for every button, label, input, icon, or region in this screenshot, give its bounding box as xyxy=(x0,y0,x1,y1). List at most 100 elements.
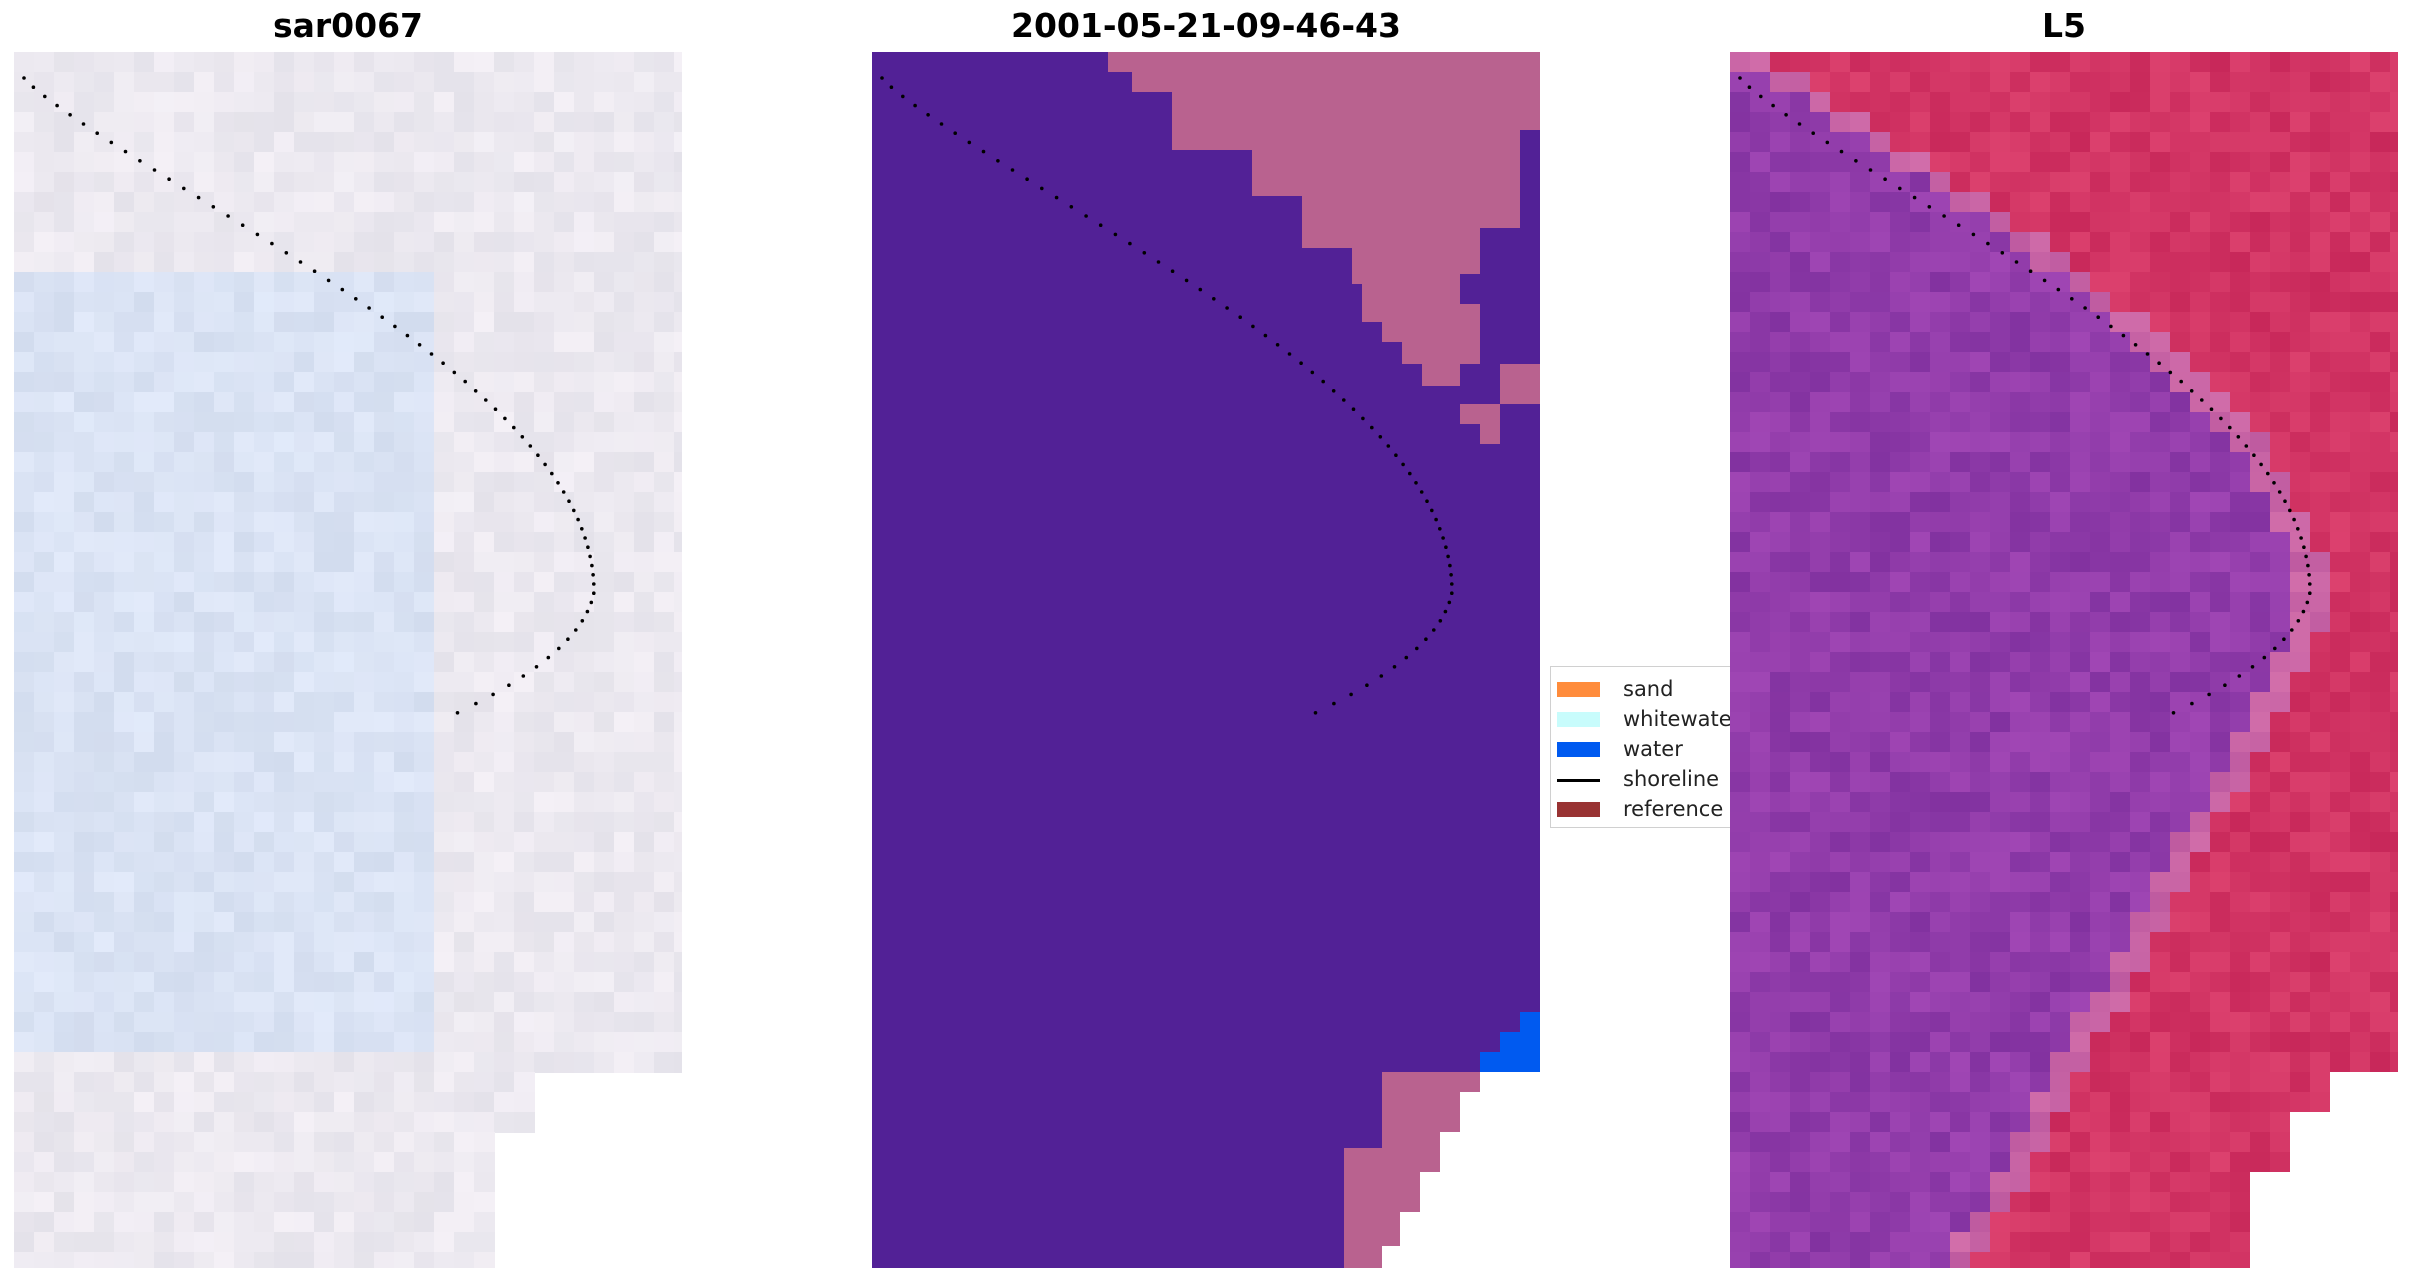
rgb-pixel xyxy=(634,532,655,553)
shoreline-dot xyxy=(1263,333,1268,338)
index-pixel xyxy=(2290,172,2311,193)
index-pixel xyxy=(2330,672,2351,693)
index-pixel xyxy=(2230,252,2251,273)
index-pixel xyxy=(1850,152,1871,173)
index-pixel xyxy=(2270,912,2291,933)
rgb-pixel xyxy=(54,432,75,453)
index-pixel xyxy=(2090,592,2111,613)
rgb-pixel xyxy=(94,792,115,813)
rgb-pixel xyxy=(294,1072,315,1093)
rgb-pixel xyxy=(414,332,435,353)
index-pixel xyxy=(2390,452,2398,473)
rgb-pixel xyxy=(614,92,635,113)
index-pixel xyxy=(2030,412,2051,433)
rgb-pixel xyxy=(374,952,395,973)
index-pixel xyxy=(1750,432,1771,453)
rgb-pixel xyxy=(394,552,415,573)
index-pixel xyxy=(1770,432,1791,453)
index-pixel xyxy=(1990,232,2011,253)
rgb-pixel xyxy=(614,972,635,993)
index-pixel xyxy=(2170,192,2191,213)
rgb-pixel xyxy=(614,1052,635,1073)
index-pixel xyxy=(2050,252,2071,273)
rgb-pixel xyxy=(414,152,435,173)
rgb-pixel xyxy=(254,492,275,513)
index-pixel xyxy=(1810,752,1831,773)
index-pixel xyxy=(1810,232,1831,253)
rgb-pixel xyxy=(254,572,275,593)
rgb-pixel xyxy=(454,332,475,353)
index-pixel xyxy=(2310,732,2331,753)
rgb-pixel xyxy=(114,892,135,913)
rgb-pixel xyxy=(54,872,75,893)
index-pixel xyxy=(1850,592,1871,613)
rgb-pixel xyxy=(214,392,235,413)
rgb-pixel xyxy=(494,352,515,373)
index-pixel xyxy=(2110,1232,2131,1253)
index-pixel xyxy=(2010,412,2031,433)
rgb-pixel xyxy=(414,112,435,133)
index-pixel xyxy=(1750,1032,1771,1053)
rgb-pixel xyxy=(414,752,435,773)
panel-classified-image[interactable] xyxy=(872,52,1540,1268)
index-pixel xyxy=(1790,1212,1811,1233)
rgb-pixel xyxy=(554,392,575,413)
rgb-pixel xyxy=(74,432,95,453)
index-pixel xyxy=(1830,152,1851,173)
rgb-pixel xyxy=(534,232,555,253)
rgb-pixel xyxy=(474,372,495,393)
index-pixel xyxy=(1970,92,1991,113)
index-pixel xyxy=(2090,812,2111,833)
panel-rgb-image[interactable] xyxy=(14,52,682,1268)
index-pixel xyxy=(2370,832,2391,853)
index-pixel xyxy=(2290,692,2311,713)
rgb-pixel xyxy=(134,732,155,753)
shoreline-dot xyxy=(1198,287,1203,292)
index-pixel xyxy=(2010,1112,2031,1133)
index-pixel xyxy=(1750,252,1771,273)
index-pixel xyxy=(2210,652,2231,673)
rgb-pixel xyxy=(354,672,375,693)
rgb-pixel xyxy=(614,212,635,233)
rgb-pixel xyxy=(554,752,575,773)
rgb-pixel xyxy=(414,1212,435,1233)
rgb-pixel xyxy=(394,1132,415,1153)
rgb-pixel xyxy=(94,232,115,253)
rgb-pixel xyxy=(514,752,535,773)
index-pixel xyxy=(2090,252,2111,273)
index-pixel xyxy=(2190,572,2211,593)
rgb-pixel xyxy=(434,952,455,973)
panel-index-image[interactable] xyxy=(1730,52,2398,1268)
rgb-pixel xyxy=(194,1032,215,1053)
rgb-pixel xyxy=(614,992,635,1013)
index-pixel xyxy=(1990,172,2011,193)
index-pixel xyxy=(1790,392,1811,413)
rgb-pixel xyxy=(434,1192,455,1213)
index-pixel xyxy=(2150,212,2171,233)
index-pixel xyxy=(1890,552,1911,573)
index-pixel xyxy=(2030,352,2051,373)
rgb-pixel xyxy=(134,1132,155,1153)
rgb-pixel xyxy=(74,752,95,773)
index-pixel xyxy=(2370,452,2391,473)
index-pixel xyxy=(1970,292,1991,313)
rgb-pixel xyxy=(74,892,95,913)
rgb-pixel xyxy=(574,312,595,333)
index-pixel xyxy=(2110,632,2131,653)
rgb-pixel xyxy=(234,592,255,613)
rgb-pixel xyxy=(654,252,675,273)
index-pixel xyxy=(2090,1252,2111,1268)
index-pixel xyxy=(1910,112,1931,133)
index-pixel xyxy=(1990,252,2011,273)
index-pixel xyxy=(2230,232,2251,253)
rgb-pixel xyxy=(454,272,475,293)
rgb-pixel xyxy=(594,252,615,273)
rgb-pixel xyxy=(374,632,395,653)
index-pixel xyxy=(2070,152,2091,173)
rgb-pixel xyxy=(334,152,355,173)
index-pixel xyxy=(2390,1092,2398,1113)
rgb-pixel xyxy=(614,752,635,773)
rgb-pixel xyxy=(374,332,395,353)
shoreline-dot xyxy=(546,655,551,660)
rgb-pixel xyxy=(474,1012,495,1033)
